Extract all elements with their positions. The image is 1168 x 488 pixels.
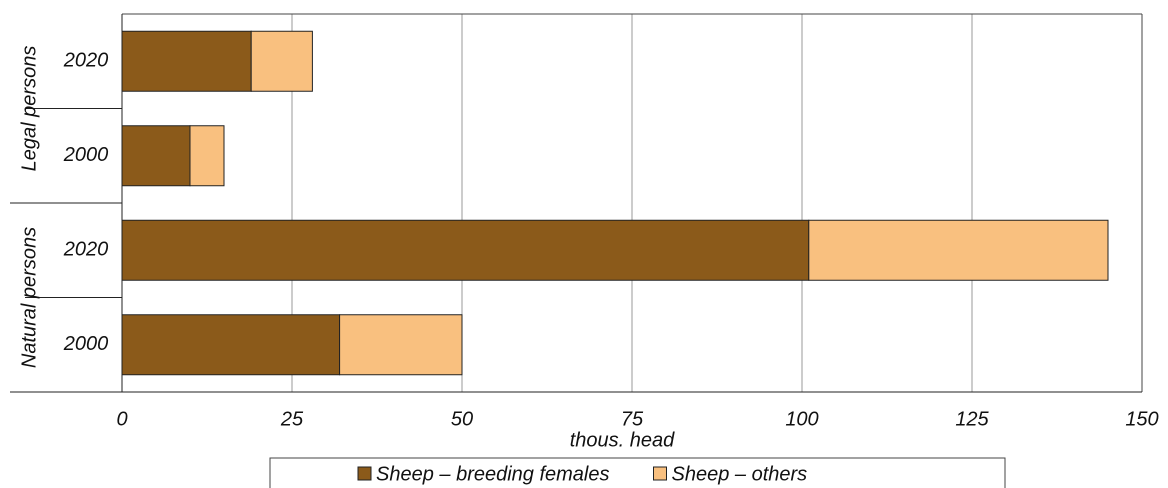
x-tick-label: 150 [1125,408,1158,430]
x-tick-label: 75 [621,408,644,430]
x-tick-label: 125 [955,408,989,430]
legend-box [269,457,1006,488]
y-tick-label: 2020 [63,239,109,261]
bar-segment [121,314,341,376]
y-tick-label: 2020 [63,50,109,72]
x-tick-label: 0 [116,408,127,430]
bar-segment [189,125,225,187]
group-label: Legal persons [18,46,40,172]
x-tick-label: 50 [451,408,473,430]
bar-segment [808,219,1109,281]
x-axis-title: thous. head [570,429,675,451]
bar-segment [121,30,252,92]
group-label: Natural persons [18,227,40,368]
legend-label: Sheep – others [672,463,808,485]
bar-segment [121,125,191,187]
legend-label: Sheep – breeding females [376,463,610,485]
x-tick-label: 100 [785,408,818,430]
bar-segment [121,219,810,281]
legend-swatch [357,466,372,481]
y-tick-label: 2000 [63,333,109,355]
bar-segment [339,314,463,376]
bar-segment [250,30,313,92]
legend-swatch [653,466,667,481]
x-tick-label: 25 [280,408,304,430]
y-tick-label: 2000 [63,144,109,166]
